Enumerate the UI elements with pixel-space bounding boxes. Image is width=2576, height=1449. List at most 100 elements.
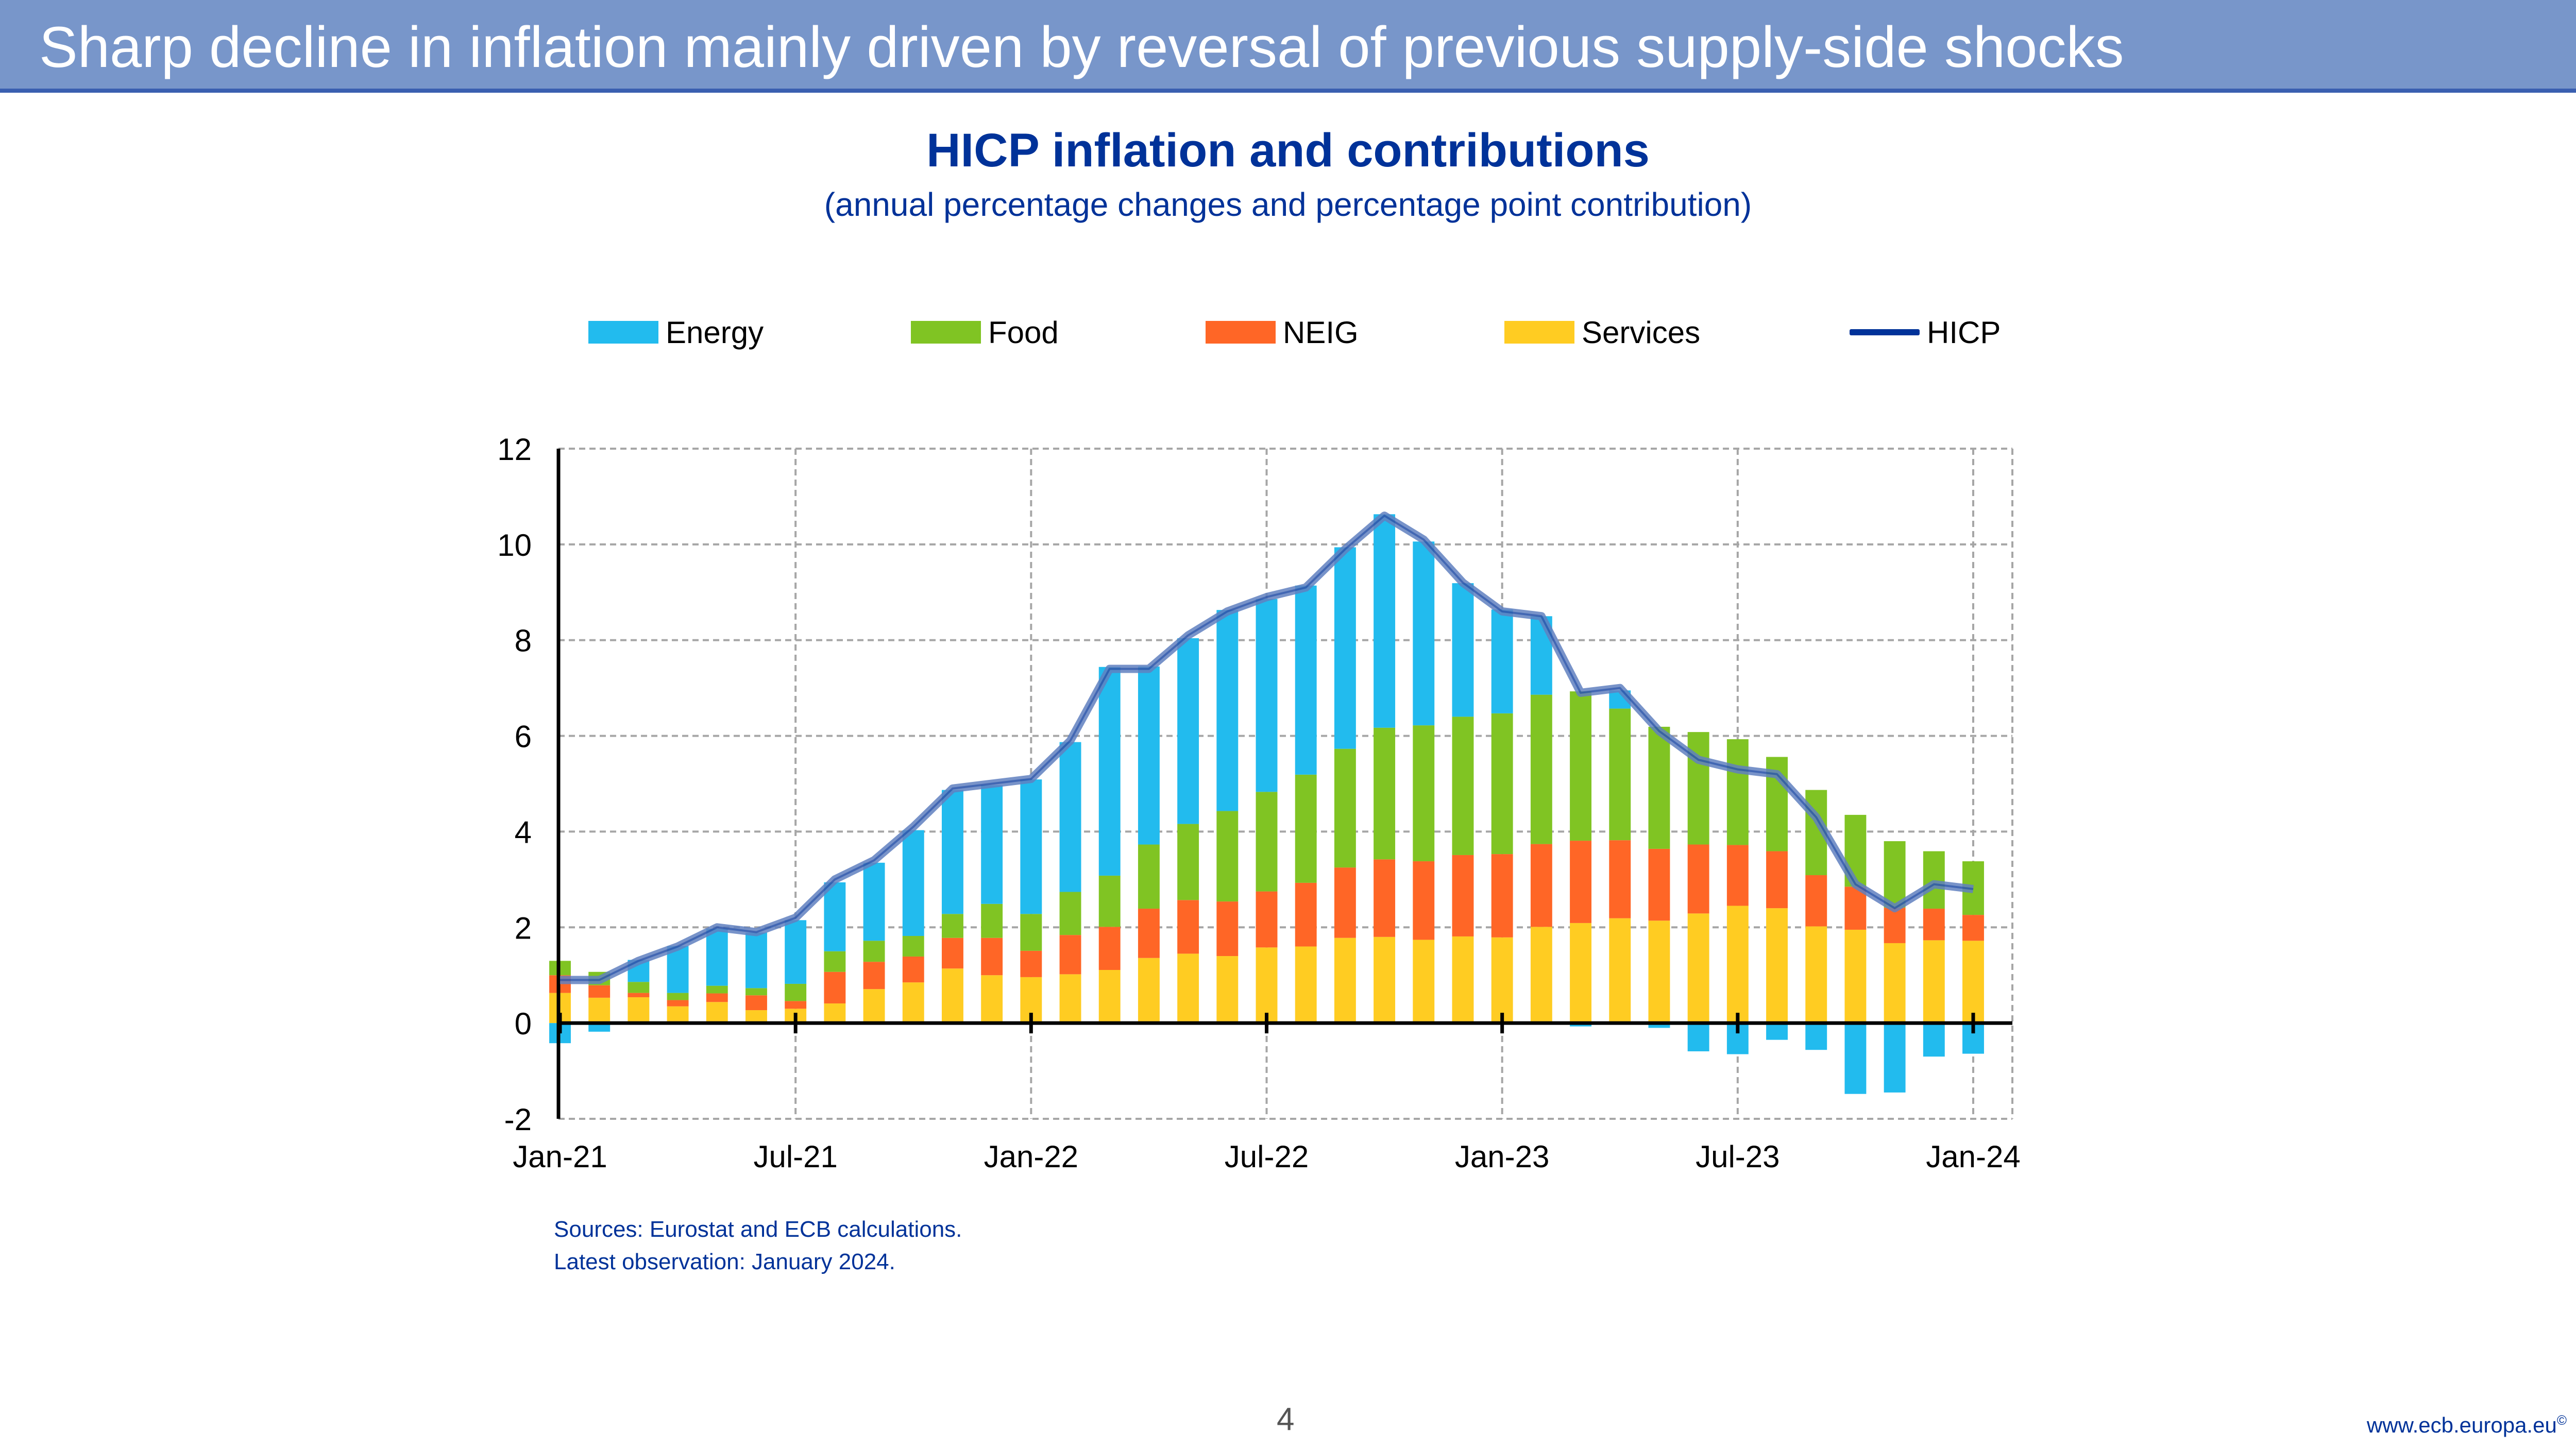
legend-item-hicp: HICP bbox=[1850, 312, 2001, 353]
bar-neig bbox=[1177, 900, 1199, 954]
bar-services bbox=[1766, 908, 1788, 1024]
bar-food bbox=[628, 982, 650, 993]
bar-services bbox=[1726, 906, 1749, 1024]
bar-energy bbox=[1766, 1023, 1788, 1040]
bar-energy bbox=[1138, 666, 1160, 845]
hicp-line-core bbox=[560, 515, 1974, 981]
x-tick-label: Jul-22 bbox=[1225, 1139, 1309, 1174]
bar-neig bbox=[863, 962, 885, 990]
bar-energy bbox=[1491, 609, 1513, 713]
slide-title: Sharp decline in inflation mainly driven… bbox=[39, 15, 2124, 79]
ecb-url[interactable]: www.ecb.europa.eu© bbox=[2367, 1412, 2567, 1438]
bar-neig bbox=[1805, 875, 1827, 927]
bar-services bbox=[902, 982, 924, 1024]
bar-services bbox=[1413, 940, 1435, 1024]
bar-services bbox=[1530, 927, 1552, 1024]
bar-services bbox=[1923, 940, 1945, 1024]
bar-neig bbox=[1923, 909, 1945, 941]
bar-food bbox=[1216, 811, 1239, 902]
bar-services bbox=[981, 975, 1003, 1024]
bar-energy bbox=[1256, 599, 1278, 792]
bar-services bbox=[1648, 920, 1670, 1024]
bar-neig bbox=[1098, 927, 1121, 970]
bar-neig bbox=[1648, 848, 1670, 921]
bar-food bbox=[1726, 739, 1749, 845]
bar-food bbox=[1687, 732, 1709, 845]
bar-services bbox=[1570, 923, 1592, 1024]
bar-neig bbox=[1687, 844, 1709, 914]
bar-energy bbox=[863, 862, 885, 941]
bar-energy bbox=[1098, 667, 1121, 876]
x-tick-label: Jan-21 bbox=[513, 1139, 607, 1174]
bar-food bbox=[941, 914, 963, 938]
ecb-url-text[interactable]: www.ecb.europa.eu bbox=[2366, 1413, 2557, 1437]
bar-energy bbox=[824, 882, 846, 951]
bar-neig bbox=[1491, 854, 1513, 937]
legend-label-hicp: HICP bbox=[1927, 315, 2001, 350]
bar-energy bbox=[745, 932, 767, 988]
bar-neig bbox=[1452, 855, 1474, 936]
bar-neig bbox=[1334, 867, 1356, 938]
bar-food bbox=[1374, 727, 1396, 860]
line-layer bbox=[560, 512, 1974, 984]
bar-food bbox=[785, 983, 807, 1001]
x-tick-label: Jan-24 bbox=[1926, 1139, 2020, 1174]
bar-services bbox=[941, 968, 963, 1024]
bar-energy bbox=[1177, 638, 1199, 824]
bar-food bbox=[1491, 713, 1513, 855]
bar-services bbox=[1098, 969, 1121, 1024]
bar-food bbox=[1098, 875, 1121, 927]
bar-services bbox=[1491, 937, 1513, 1024]
bar-neig bbox=[1020, 950, 1042, 977]
chart-legend: Energy Food NEIG Services HICP bbox=[0, 312, 2576, 353]
bar-energy bbox=[1687, 1023, 1709, 1051]
bar-food bbox=[1020, 914, 1042, 951]
bar-food bbox=[1295, 774, 1317, 883]
y-tick-label: 6 bbox=[515, 720, 532, 754]
bar-energy bbox=[1413, 541, 1435, 726]
legend-line-hicp bbox=[1850, 329, 1920, 335]
y-tick-label: 2 bbox=[515, 911, 532, 945]
x-tick-label: Jan-22 bbox=[984, 1139, 1078, 1174]
bar-neig bbox=[902, 956, 924, 983]
footnote-sources: Sources: Eurostat and ECB calculations. bbox=[554, 1217, 962, 1242]
bar-layer bbox=[549, 514, 1984, 1094]
bar-energy bbox=[588, 1023, 611, 1032]
bar-services bbox=[824, 1003, 846, 1024]
bar-services bbox=[1805, 926, 1827, 1024]
x-tick-label: Jul-21 bbox=[753, 1139, 837, 1174]
bar-energy bbox=[1295, 585, 1317, 775]
bar-neig bbox=[1884, 908, 1906, 943]
bar-services bbox=[863, 989, 885, 1024]
bar-neig bbox=[1216, 901, 1239, 957]
bar-food bbox=[667, 993, 689, 1000]
bar-food bbox=[863, 941, 885, 962]
legend-swatch-food bbox=[911, 321, 981, 344]
bar-services bbox=[745, 1010, 767, 1024]
bar-services bbox=[1334, 937, 1356, 1024]
bar-services bbox=[1138, 958, 1160, 1024]
bar-energy bbox=[1844, 1023, 1867, 1094]
bar-neig bbox=[824, 971, 846, 1004]
axis-layer bbox=[556, 449, 2012, 1119]
bar-services bbox=[1295, 946, 1317, 1024]
x-tick-label: Jul-23 bbox=[1696, 1139, 1780, 1174]
bar-energy bbox=[667, 946, 689, 993]
bar-neig bbox=[941, 937, 963, 969]
bar-food bbox=[745, 988, 767, 996]
bar-services bbox=[1452, 936, 1474, 1024]
x-tick-label: Jan-23 bbox=[1455, 1139, 1549, 1174]
bar-energy bbox=[1216, 610, 1239, 811]
bar-neig bbox=[1295, 882, 1317, 947]
bar-energy bbox=[1020, 779, 1042, 914]
bar-services bbox=[1687, 913, 1709, 1024]
bar-neig bbox=[785, 1001, 807, 1009]
bar-energy bbox=[1334, 547, 1356, 749]
bar-services bbox=[1609, 918, 1631, 1024]
legend-label-food: Food bbox=[988, 315, 1059, 350]
bar-energy bbox=[1374, 514, 1396, 728]
y-tick-label: -2 bbox=[504, 1102, 532, 1137]
bar-neig bbox=[706, 993, 728, 1002]
